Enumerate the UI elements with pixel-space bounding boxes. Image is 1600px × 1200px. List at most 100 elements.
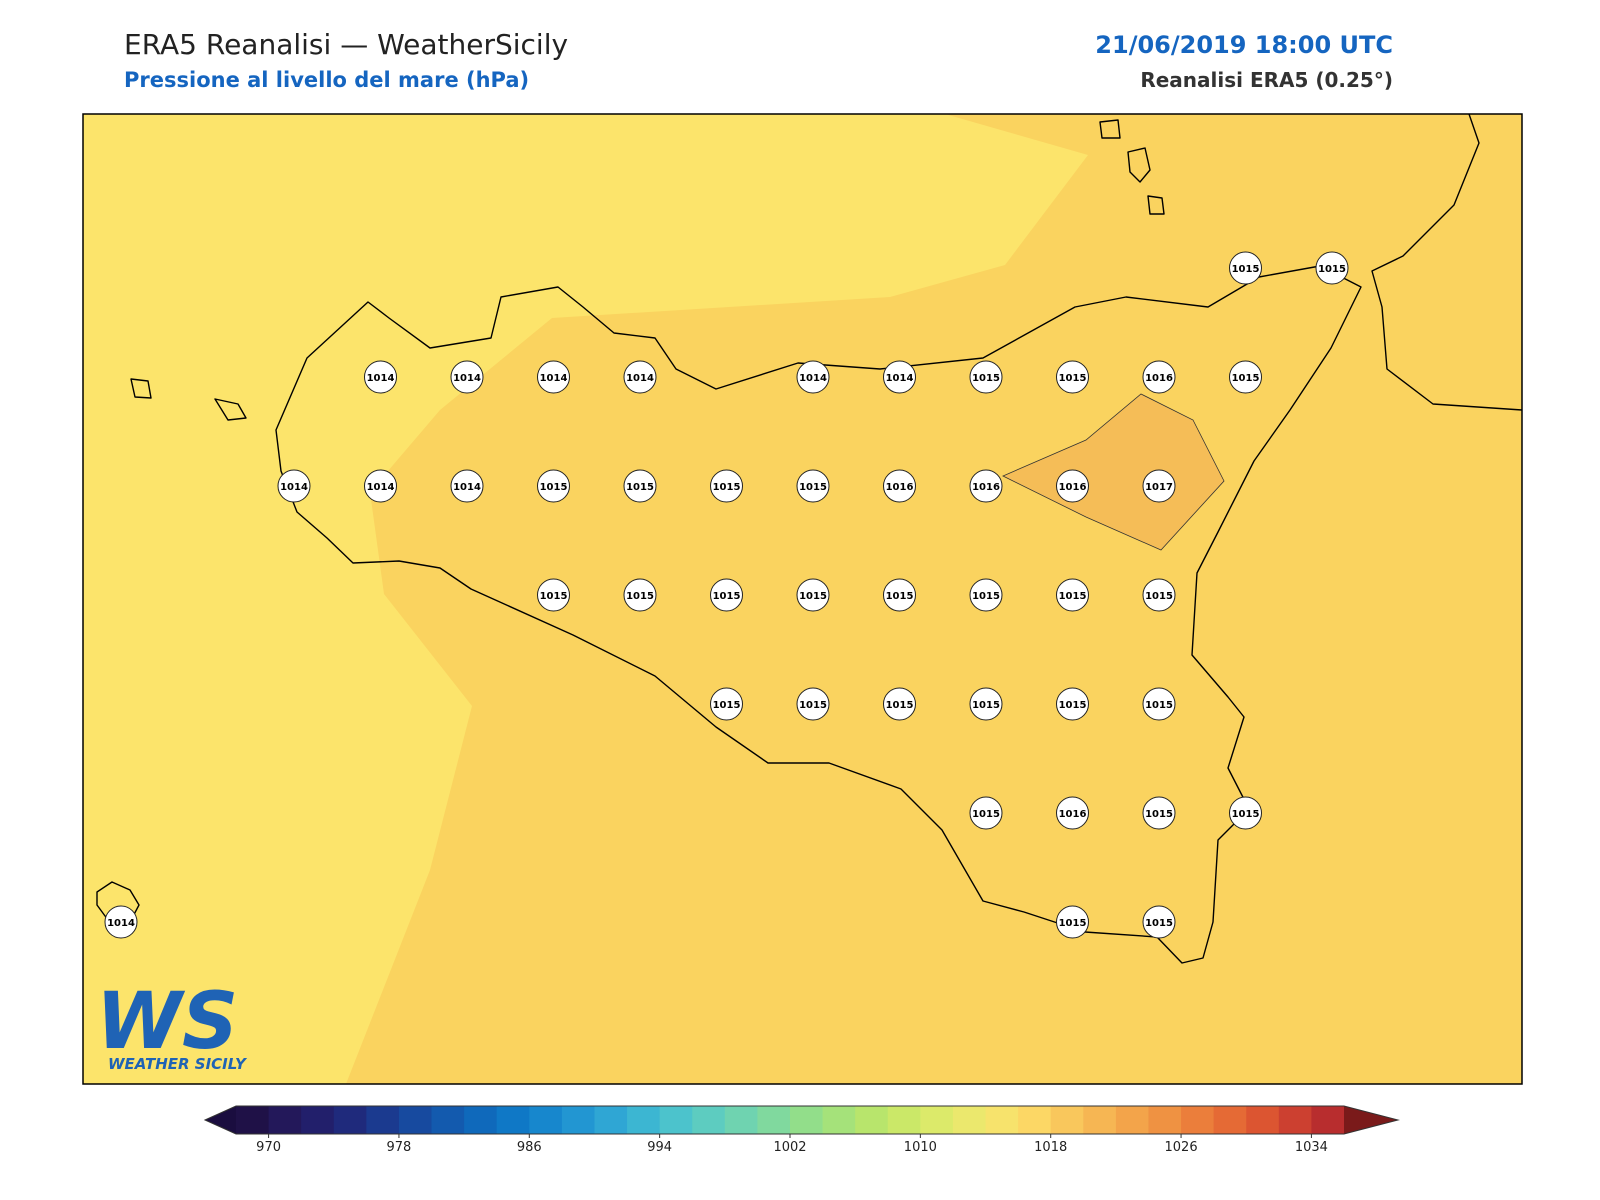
colorbar-tick-label: 970 — [256, 1140, 281, 1155]
field-light — [83, 114, 1088, 1084]
colorbar-segment — [724, 1106, 758, 1134]
station-value: 1015 — [799, 482, 827, 493]
colorbar-segment — [757, 1106, 791, 1134]
station-marker — [969, 360, 1003, 394]
logo-name: WEATHER SICILY — [108, 1055, 248, 1073]
station-value: 1015 — [1145, 809, 1173, 820]
logo: WS WEATHER SICILY — [96, 977, 248, 1073]
colorbar-segment — [496, 1106, 530, 1134]
station-value: 1015 — [540, 482, 568, 493]
colorbar-outline — [203, 1105, 1400, 1135]
station-marker — [537, 360, 570, 394]
station-value: 1014 — [280, 482, 308, 493]
station-marker — [364, 469, 397, 503]
station-value: 1015 — [799, 591, 827, 602]
station-value: 1015 — [626, 482, 654, 493]
station-marker — [883, 469, 916, 503]
station-value: 1015 — [1145, 918, 1173, 929]
station-value: 1015 — [972, 373, 1000, 384]
colorbar: 970 978 986 994 1002 1010 1018 1026 1034 — [203, 1105, 1400, 1155]
station-marker — [883, 360, 916, 394]
station-value: 1015 — [1059, 373, 1087, 384]
station-value: 1017 — [1145, 482, 1173, 493]
station-value: 1015 — [1232, 264, 1260, 275]
station-value: 1015 — [713, 591, 741, 602]
colorbar-tick-label: 978 — [387, 1140, 412, 1155]
colorbar-segment — [1018, 1106, 1052, 1134]
station-marker — [710, 578, 743, 612]
station-value: 1015 — [1232, 373, 1260, 384]
colorbar-tick-label: 1026 — [1165, 1140, 1198, 1155]
station-marker — [277, 469, 311, 503]
station-marker — [1056, 578, 1089, 612]
station-marker — [1056, 796, 1089, 830]
station-value: 1015 — [886, 591, 914, 602]
colorbar-segment — [268, 1106, 302, 1134]
station-marker — [969, 796, 1003, 830]
station-marker — [450, 469, 484, 503]
station-value: 1015 — [886, 700, 914, 711]
station-marker — [969, 578, 1003, 612]
colorbar-under — [205, 1106, 236, 1134]
colorbar-tick-label: 994 — [647, 1140, 672, 1155]
field-high — [1002, 393, 1225, 551]
station-marker — [104, 905, 138, 939]
station-marker — [1056, 360, 1089, 394]
title: ERA5 Reanalisi — WeatherSicily — [124, 28, 568, 61]
colorbar-segment — [1083, 1106, 1117, 1134]
station-marker — [796, 687, 830, 721]
colorbar-segment — [236, 1106, 270, 1134]
station-value: 1014 — [453, 482, 481, 493]
station-value: 1015 — [1318, 264, 1346, 275]
island — [130, 119, 1165, 421]
station-marker — [623, 360, 657, 394]
station-marker — [1142, 687, 1176, 721]
station-value: 1014 — [367, 373, 395, 384]
station-value: 1015 — [1059, 591, 1087, 602]
colorbar-segment — [1246, 1106, 1280, 1134]
station-value: 1015 — [540, 591, 568, 602]
station-value: 1014 — [107, 918, 135, 929]
colorbar-segment — [659, 1106, 693, 1134]
station-marker — [537, 469, 570, 503]
colorbar-segment — [1050, 1106, 1084, 1134]
station-marker — [710, 469, 743, 503]
colorbar-segment — [952, 1106, 987, 1134]
station-value: 1014 — [367, 482, 395, 493]
station-value: 1014 — [453, 373, 481, 384]
station-marker — [623, 578, 657, 612]
colorbar-segment — [333, 1106, 367, 1134]
station-marker — [1142, 469, 1176, 503]
source: Reanalisi ERA5 (0.25°) — [1140, 68, 1393, 92]
colorbar-tick-label: 1018 — [1034, 1140, 1067, 1155]
stations: 1015 1015 1014 1014 1014 1014 1014 1014 1015 1015… — [104, 251, 1349, 939]
station-value: 1015 — [713, 482, 741, 493]
station-marker — [1142, 796, 1176, 830]
station-marker — [796, 360, 830, 394]
colorbar-segment — [790, 1106, 824, 1134]
map — [82, 113, 1523, 1085]
colorbar-segment — [1115, 1106, 1149, 1134]
station-value: 1014 — [799, 373, 827, 384]
station-marker — [1142, 360, 1176, 394]
station-value: 1016 — [1059, 809, 1087, 820]
station-marker — [796, 578, 830, 612]
logo-mark: WS — [96, 977, 238, 1067]
station-value: 1015 — [1145, 591, 1173, 602]
station-marker — [710, 687, 743, 721]
station-marker — [883, 687, 916, 721]
station-marker — [1056, 687, 1089, 721]
station-marker — [364, 360, 397, 394]
colorbar-segment — [561, 1106, 595, 1134]
station-value: 1015 — [972, 591, 1000, 602]
colorbar-over — [1344, 1106, 1398, 1134]
colorbar-segment — [627, 1106, 661, 1134]
station-value: 1016 — [1145, 373, 1173, 384]
colorbar-segment — [985, 1106, 1019, 1134]
station-value: 1015 — [1059, 918, 1087, 929]
colorbar-tick-label: 1010 — [904, 1140, 937, 1155]
colorbar-segment — [920, 1106, 954, 1134]
colorbar-segment — [366, 1106, 400, 1134]
station-marker — [1315, 251, 1349, 285]
station-value: 1016 — [1059, 482, 1087, 493]
